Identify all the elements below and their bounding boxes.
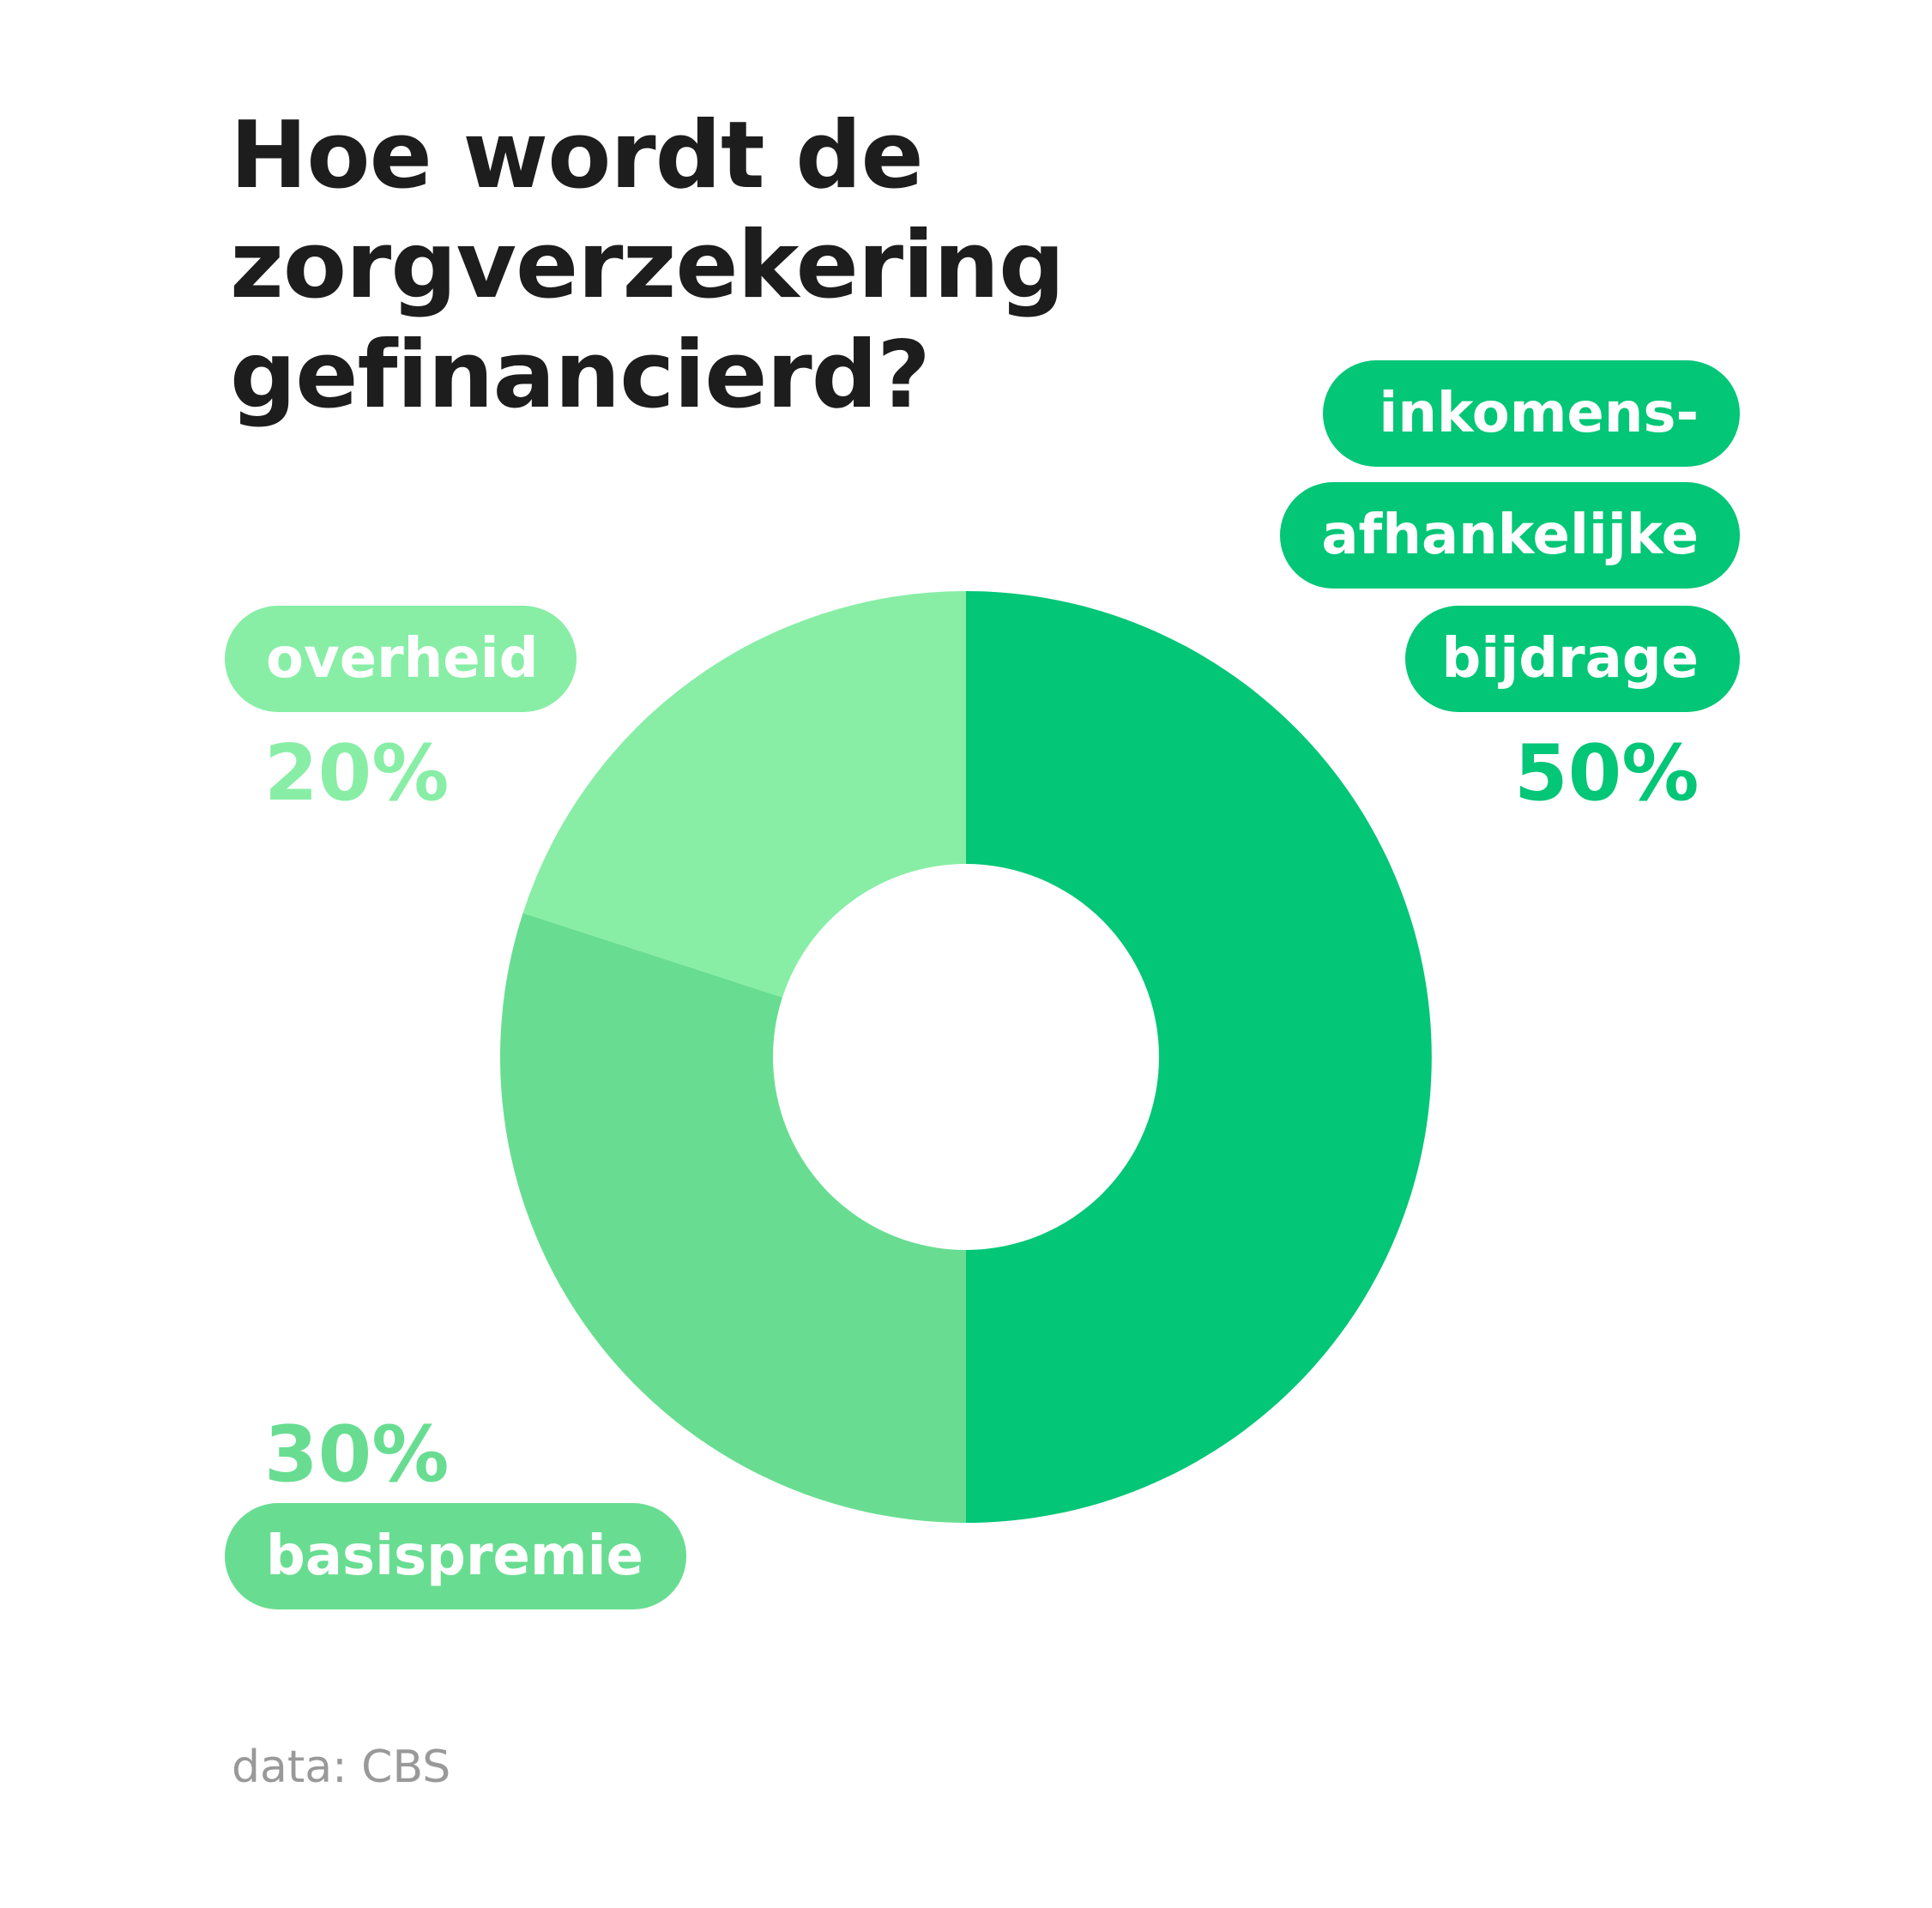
slice-label-inkomens: inkomens- (1323, 360, 1740, 467)
slice-label-bijdrage: bijdrage (1405, 606, 1740, 712)
chart-title: Hoe wordt de zorgverzekering gefinancier… (230, 101, 1774, 431)
slice-label-basispremie: basispremie (225, 1503, 686, 1609)
chart-title-line-1: Hoe wordt de zorgverzekering (230, 102, 1065, 319)
slice-overheid (522, 591, 966, 998)
slice-label-afhankelijke: afhankelijke (1280, 482, 1740, 589)
slice-basispremie (500, 913, 966, 1523)
slice-inkomensafhankelijke-bijdrage (966, 591, 1432, 1523)
slice-value-inkomens: 50% (1514, 728, 1700, 818)
chart-title-line-2: gefinancierd? (230, 322, 931, 429)
slice-value-overheid: 20% (264, 728, 450, 818)
data-source: data: CBS (232, 1742, 451, 1793)
slice-label-overheid: overheid (225, 606, 577, 712)
slice-value-basispremie: 30% (264, 1410, 450, 1500)
